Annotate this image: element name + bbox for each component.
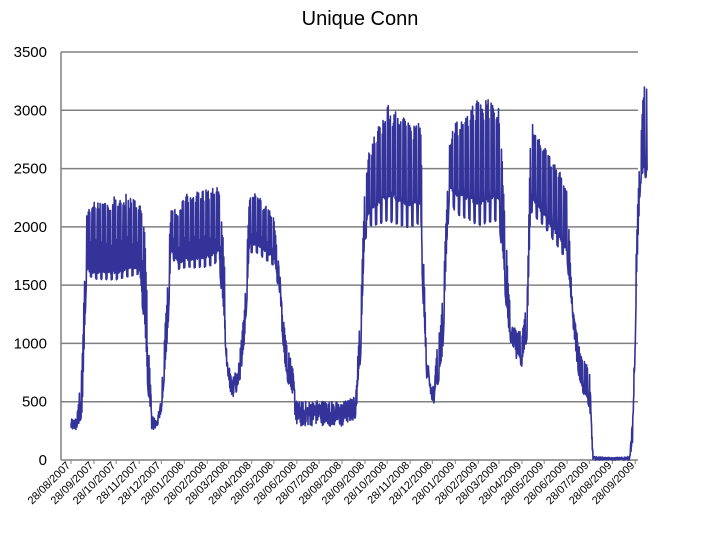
- y-tick-label: 1000: [14, 335, 47, 352]
- y-tick-label: 3000: [14, 102, 47, 119]
- series-group: [70, 86, 648, 461]
- y-tick-label: 500: [22, 394, 47, 411]
- y-tick-label: 2500: [14, 161, 47, 178]
- y-tick-label: 1500: [14, 277, 47, 294]
- axes: [60, 52, 638, 461]
- chart-title: Unique Conn: [301, 8, 419, 30]
- series-line-0: [70, 86, 648, 461]
- y-tick-label: 2000: [14, 219, 47, 236]
- y-tick-labels: 0 500 1000 1500 2000 2500 3000 3500: [14, 44, 47, 469]
- y-tick-label: 3500: [14, 44, 47, 61]
- x-tick-labels: 28/08/200728/09/200728/10/200728/11/2007…: [26, 460, 638, 507]
- y-tick-label: 0: [39, 452, 47, 469]
